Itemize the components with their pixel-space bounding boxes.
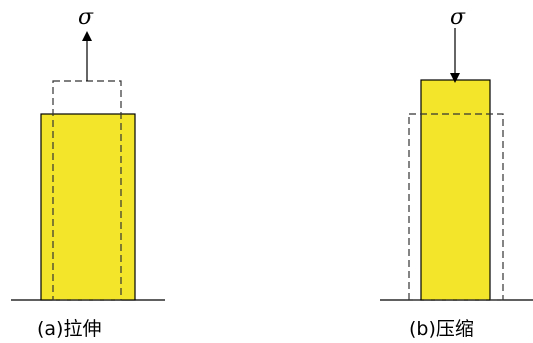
dashed-original-outline [408,113,504,301]
panel-tension: σ (a)拉伸 [11,5,165,340]
caption-b: (b)压缩 [409,318,474,340]
panel-compression: σ (b)压缩 [380,5,533,340]
block-compression [420,79,491,301]
caption-a: (a)拉伸 [37,318,101,340]
sigma-label-a: σ [78,5,94,30]
sigma-label-b: σ [450,5,466,30]
